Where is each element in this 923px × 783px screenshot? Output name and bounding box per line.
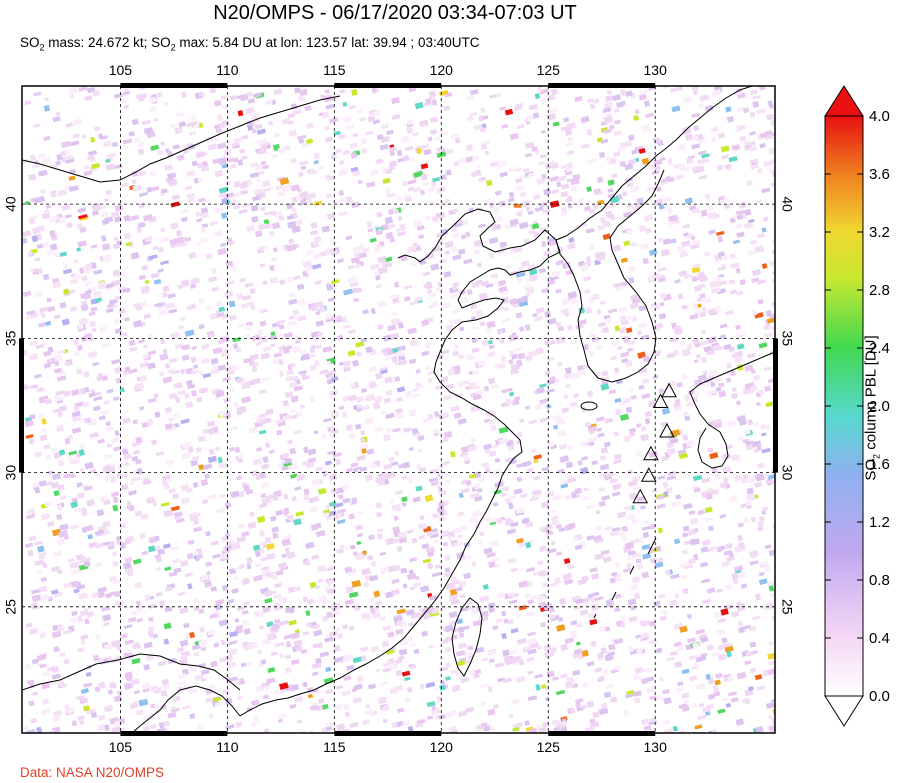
vietnam-coast	[131, 685, 241, 733]
latitude-labels: 40 40 35 35 30 30 25 25	[3, 196, 796, 615]
lat-label-right: 35	[779, 331, 795, 347]
colorbar-tick-label: 1.2	[869, 514, 890, 531]
colorbar-tick-label: 0.4	[869, 630, 890, 647]
data-credit: Data: NASA N20/OMPS	[20, 765, 165, 780]
northern-border	[22, 95, 341, 183]
lat-label-right: 40	[779, 196, 795, 212]
lon-label-bottom: 105	[109, 739, 133, 755]
colorbar-tick-label: 0.0	[869, 688, 890, 705]
volcano-markers	[632, 382, 677, 504]
volcano-icon	[632, 488, 649, 504]
lon-label-bottom: 115	[323, 739, 346, 755]
volcano-icon	[643, 445, 659, 461]
lon-label-bottom: 130	[644, 739, 668, 755]
japan-coast	[689, 351, 775, 469]
inland-border-south	[22, 653, 241, 691]
coastlines	[22, 86, 775, 733]
lon-label-top: 120	[430, 62, 454, 78]
so2-retrieval-pixels	[22, 86, 775, 733]
colorbar-bar	[824, 115, 864, 697]
lon-label-top: 115	[323, 62, 346, 78]
korea-coast	[555, 149, 665, 383]
lon-label-bottom: 120	[430, 739, 454, 755]
jeju-island	[580, 401, 598, 411]
lat-label-right: 25	[779, 599, 795, 615]
colorbar-tick-label: 0.8	[869, 572, 890, 589]
taiwan-coast	[451, 597, 483, 677]
lat-label-left: 25	[3, 599, 19, 615]
china-coast	[239, 208, 561, 717]
lat-label-left: 40	[3, 196, 19, 212]
plot-title: N20/OMPS - 06/17/2020 03:34-07:03 UT	[213, 2, 577, 24]
volcano-icon	[661, 382, 677, 398]
volcano-icon	[652, 393, 669, 408]
lon-label-top: 130	[644, 62, 668, 78]
lon-label-bottom: 125	[537, 739, 561, 755]
colorbar-tick-label: 2.4	[869, 340, 890, 357]
lat-label-left: 30	[3, 465, 19, 481]
lon-label-top: 105	[109, 62, 133, 78]
colorbar: 4.0 3.6 3.2 2.8 2.4 2.0 1.6 1.2 0.8 0.4 0.0	[824, 85, 890, 727]
frame-ticks	[19, 83, 778, 736]
lon-label-top: 110	[216, 62, 239, 78]
colorbar-top-triangle	[824, 85, 864, 117]
lon-label-top: 125	[537, 62, 561, 78]
colorbar-label: SO2 column PBL [DU]	[862, 335, 882, 481]
colorbar-tick-label: 3.2	[869, 224, 890, 241]
lon-label-bottom: 110	[216, 739, 239, 755]
volcano-icon	[640, 467, 657, 482]
so2-summary: SO2 mass: 24.672 kt; SO2 max: 5.84 DU at…	[20, 35, 480, 53]
colorbar-bottom-triangle	[824, 695, 864, 727]
lat-label-right: 30	[779, 465, 795, 481]
russia-coast	[663, 86, 753, 151]
colorbar-tick-label: 2.8	[869, 282, 890, 299]
colorbar-tick-label: 3.6	[869, 166, 890, 183]
volcano-icon	[659, 422, 675, 438]
longitude-labels: 105 105 110 110 115 115 120 120 125 125 130 130	[109, 62, 667, 755]
colorbar-tick-label: 1.6	[869, 456, 890, 473]
colorbar-tick-label: 4.0	[869, 108, 890, 125]
ryukyu-islands	[593, 537, 657, 619]
colorbar-tick-label: 2.0	[869, 398, 890, 415]
lat-label-left: 35	[3, 330, 19, 346]
